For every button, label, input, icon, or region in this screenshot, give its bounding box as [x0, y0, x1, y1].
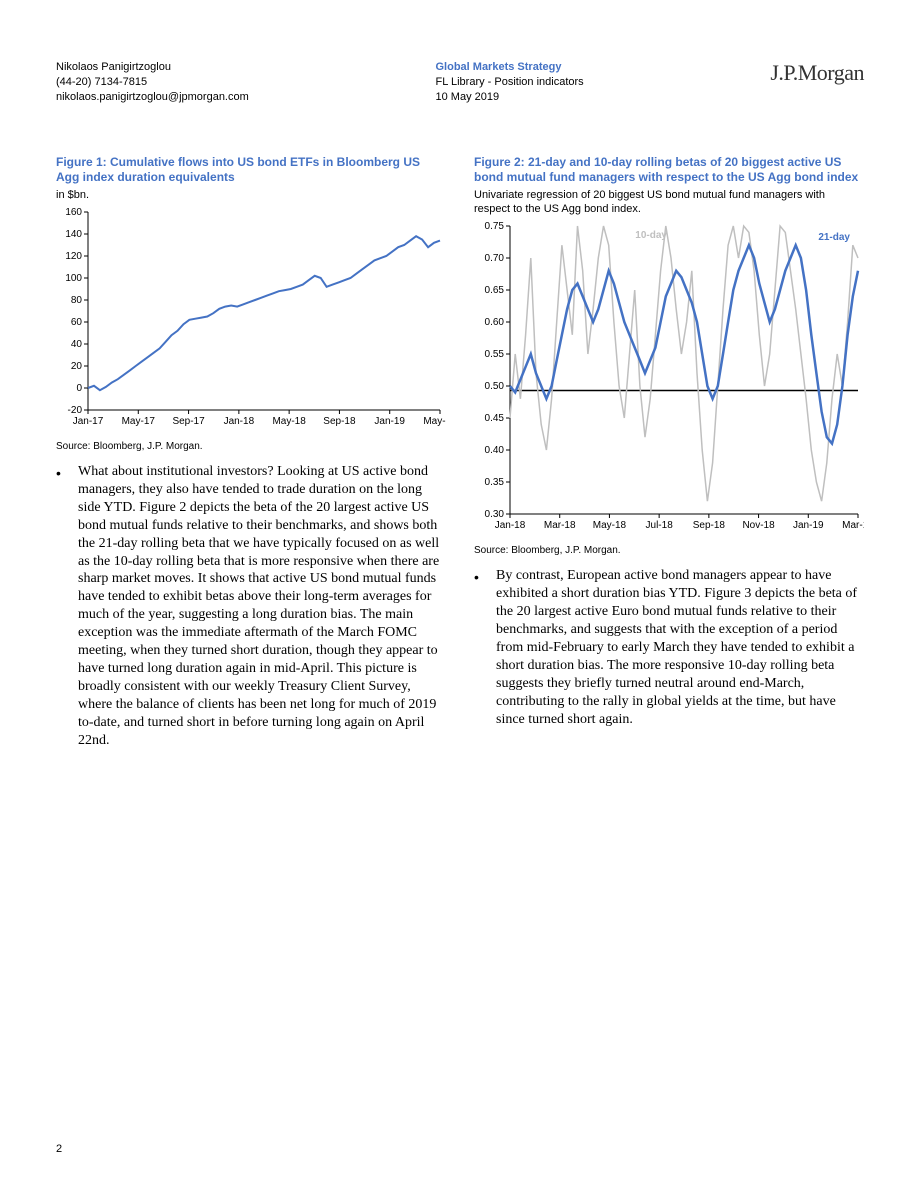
svg-text:Jan-19: Jan-19 — [793, 520, 824, 531]
svg-text:Mar-18: Mar-18 — [544, 520, 576, 531]
svg-text:0.45: 0.45 — [485, 413, 505, 424]
svg-text:0.30: 0.30 — [485, 509, 505, 520]
author-phone: (44-20) 7134-7815 — [56, 75, 249, 90]
svg-text:0.65: 0.65 — [485, 285, 505, 296]
svg-text:0: 0 — [76, 383, 82, 394]
doc-date: 10 May 2019 — [436, 90, 584, 105]
svg-text:140: 140 — [65, 229, 82, 240]
svg-text:0.40: 0.40 — [485, 445, 505, 456]
doc-title: FL Library - Position indicators — [436, 75, 584, 90]
figure1-chart: -20 0 20 40 60 80 100 120 140 160 Jan-17 May-17 Sep-… — [56, 206, 446, 436]
svg-text:10-day: 10-day — [635, 230, 667, 241]
svg-text:May-17: May-17 — [122, 416, 156, 427]
svg-text:May-18: May-18 — [272, 416, 306, 427]
svg-text:0.35: 0.35 — [485, 477, 505, 488]
figure2-source: Source: Bloomberg, J.P. Morgan. — [474, 544, 864, 557]
svg-text:80: 80 — [71, 295, 83, 306]
para1-text: What about institutional investors? Look… — [78, 463, 446, 750]
svg-text:Sep-18: Sep-18 — [693, 520, 726, 531]
left-column: Figure 1: Cumulative flows into US bond … — [56, 155, 446, 750]
figure1-source: Source: Bloomberg, J.P. Morgan. — [56, 440, 446, 453]
para2-text: By contrast, European active bond manage… — [496, 567, 864, 728]
svg-text:Jan-18: Jan-18 — [495, 520, 526, 531]
author-email: nikolaos.panigirtzoglou@jpmorgan.com — [56, 90, 249, 105]
figure1-subtitle: in $bn. — [56, 188, 446, 202]
svg-text:60: 60 — [71, 317, 83, 328]
bullet-para-1: • What about institutional investors? Lo… — [56, 463, 446, 750]
svg-text:40: 40 — [71, 339, 83, 350]
svg-text:0.60: 0.60 — [485, 317, 505, 328]
author-block: Nikolaos Panigirtzoglou (44-20) 7134-781… — [56, 60, 249, 105]
bullet-para-2: • By contrast, European active bond mana… — [474, 567, 864, 728]
svg-text:0.55: 0.55 — [485, 349, 505, 360]
figure2-title: Figure 2: 21-day and 10-day rolling beta… — [474, 155, 864, 186]
svg-text:21-day: 21-day — [818, 232, 850, 243]
svg-text:May-18: May-18 — [593, 520, 627, 531]
strategy-title: Global Markets Strategy — [436, 60, 584, 75]
svg-text:100: 100 — [65, 273, 82, 284]
figure1-title: Figure 1: Cumulative flows into US bond … — [56, 155, 446, 186]
bullet-icon: • — [474, 567, 496, 728]
doc-meta: Global Markets Strategy FL Library - Pos… — [436, 60, 584, 105]
svg-text:0.70: 0.70 — [485, 253, 505, 264]
svg-text:Jan-17: Jan-17 — [73, 416, 104, 427]
svg-text:Mar-19: Mar-19 — [842, 520, 864, 531]
content-columns: Figure 1: Cumulative flows into US bond … — [56, 155, 864, 750]
author-name: Nikolaos Panigirtzoglou — [56, 60, 249, 75]
logo: J.P.Morgan — [770, 60, 864, 86]
figure2-subtitle: Univariate regression of 20 biggest US b… — [474, 188, 864, 217]
figure2-chart: 0.30 0.35 0.40 0.45 0.50 0.55 0.60 0.65 0.70 0.75… — [474, 220, 864, 540]
right-column: Figure 2: 21-day and 10-day rolling beta… — [474, 155, 864, 750]
svg-text:Jan-18: Jan-18 — [224, 416, 255, 427]
svg-text:160: 160 — [65, 207, 82, 218]
svg-text:Jul-18: Jul-18 — [646, 520, 674, 531]
svg-text:Sep-17: Sep-17 — [172, 416, 205, 427]
svg-text:Nov-18: Nov-18 — [742, 520, 775, 531]
page-number: 2 — [56, 1143, 62, 1155]
svg-text:-20: -20 — [68, 405, 83, 416]
svg-text:May-19: May-19 — [423, 416, 446, 427]
svg-text:120: 120 — [65, 251, 82, 262]
svg-text:20: 20 — [71, 361, 83, 372]
bullet-icon: • — [56, 463, 78, 750]
svg-text:0.50: 0.50 — [485, 381, 505, 392]
svg-text:Jan-19: Jan-19 — [374, 416, 405, 427]
page-header: Nikolaos Panigirtzoglou (44-20) 7134-781… — [56, 60, 864, 105]
svg-text:Sep-18: Sep-18 — [323, 416, 356, 427]
svg-text:0.75: 0.75 — [485, 221, 505, 232]
